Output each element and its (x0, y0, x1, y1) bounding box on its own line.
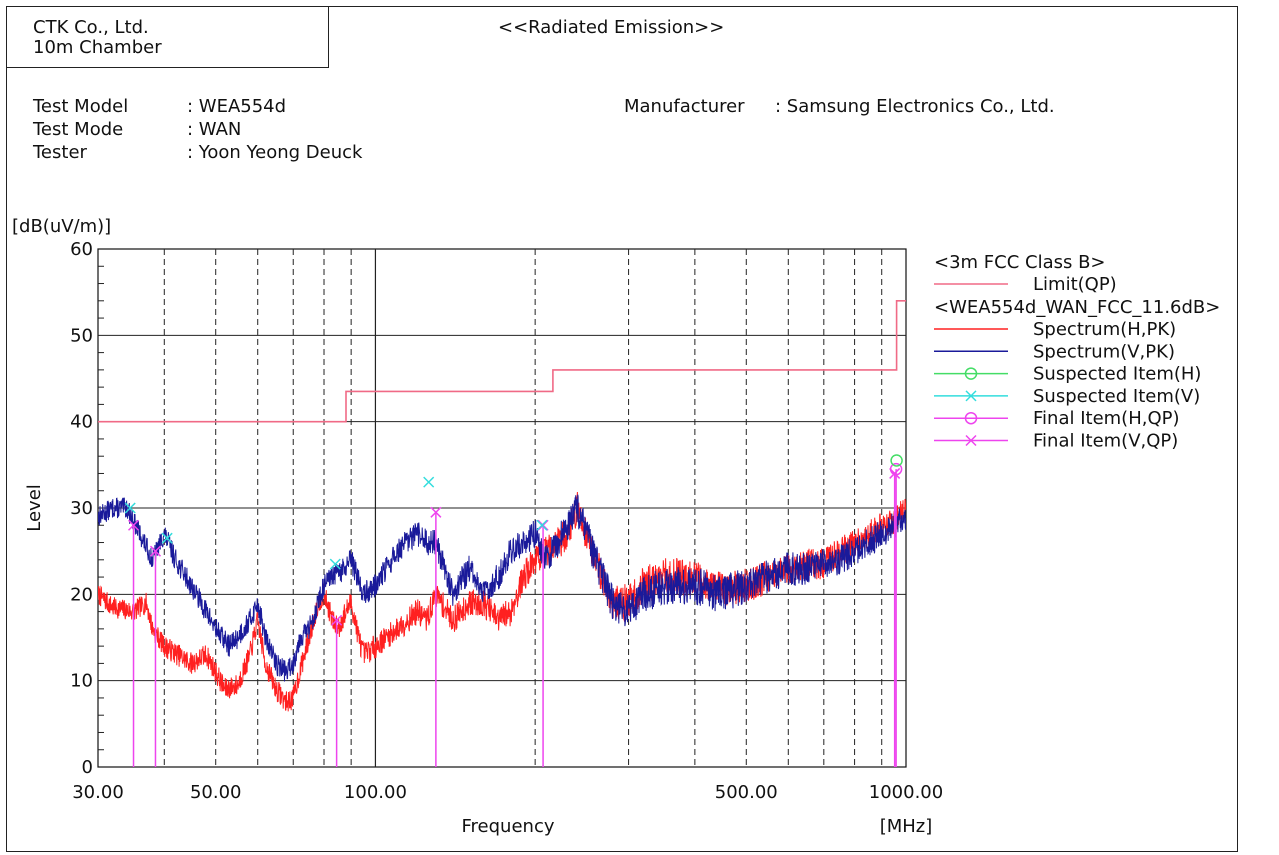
legend-label: Spectrum(V,PK) (1033, 341, 1175, 362)
y-tick-label: 50 (70, 325, 93, 346)
tester-value: : Yoon Yeong Deuck (187, 142, 363, 163)
final-v-point (537, 519, 549, 531)
legend-label: Suspected Item(V) (1033, 386, 1200, 407)
suspected-h-point (890, 454, 903, 467)
legend-marker-x (965, 390, 977, 402)
y-tick-label: 0 (82, 757, 93, 778)
final-v-point (430, 506, 442, 518)
test-model-value: : WEA554d (187, 96, 287, 117)
legend-label: Suspected Item(H) (1033, 364, 1201, 385)
legend-label: Limit(QP) (1033, 274, 1117, 295)
legend-label: Final Item(H,QP) (1033, 408, 1180, 429)
test-site: 10m Chamber (33, 37, 162, 58)
final-v-point (149, 545, 162, 557)
test-mode-value: : WAN (187, 119, 242, 140)
company-name: CTK Co., Ltd. (33, 17, 149, 38)
legend-group-title: <WEA554d_WAN_FCC_11.6dB> (934, 297, 1220, 318)
y-tick-label: 60 (70, 239, 93, 260)
legend-marker-circle (964, 411, 978, 425)
test-model-label: Test Model (33, 96, 129, 117)
tester-label: Tester (33, 142, 87, 163)
lab-info-box (6, 6, 329, 68)
y-tick-label: 20 (70, 584, 93, 605)
y-tick-label: 30 (70, 498, 93, 519)
report-title: <<Radiated Emission>> (498, 17, 725, 38)
x-tick-label: 30.00 (72, 782, 124, 803)
suspected-v-point (423, 476, 435, 488)
legend-label: Final Item(V,QP) (1033, 431, 1178, 452)
legend-marker-circle (964, 367, 978, 380)
final-v-point (331, 614, 343, 626)
legend-label: Spectrum(H,PK) (1033, 319, 1176, 340)
y-tick-label: 10 (70, 671, 93, 692)
suspected-v-point (536, 519, 548, 531)
x-tick-label: 500.00 (715, 782, 778, 803)
x-tick-label: 50.00 (190, 782, 242, 803)
suspected-v-point (124, 502, 136, 514)
x-axis-label: Frequency (462, 816, 555, 837)
spectrum-v-line (98, 494, 906, 682)
manufacturer-value: : Samsung Electronics Co., Ltd. (775, 96, 1055, 117)
suspected-v-point (329, 558, 341, 570)
y-tick-label: 40 (70, 412, 93, 433)
suspected-v-point (161, 532, 173, 544)
x-unit-label: [MHz] (880, 816, 933, 837)
y-axis-label: Level (24, 484, 45, 532)
test-mode-label: Test Mode (33, 119, 124, 140)
final-v-point (127, 519, 140, 531)
y-unit-label: [dB(uV/m)] (12, 216, 111, 237)
legend-group-title: <3m FCC Class B> (934, 252, 1106, 273)
manufacturer-label: Manufacturer (624, 96, 745, 117)
final-h-point (889, 462, 903, 476)
legend-marker-x (965, 434, 977, 447)
x-tick-label: 1000.00 (869, 782, 943, 803)
plot-series (98, 299, 906, 767)
report-frame (6, 6, 1238, 852)
x-tick-label: 100.00 (344, 782, 407, 803)
limit-qp-line (98, 299, 906, 423)
